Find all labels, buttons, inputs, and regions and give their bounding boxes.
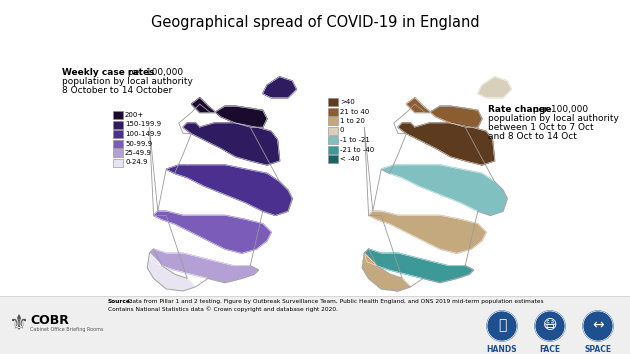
Circle shape (535, 311, 565, 341)
Text: Geographical spread of COVID-19 in England: Geographical spread of COVID-19 in Engla… (151, 15, 479, 30)
Text: between 1 Oct to 7 Oct: between 1 Oct to 7 Oct (488, 123, 593, 132)
Polygon shape (154, 211, 271, 253)
Polygon shape (192, 98, 267, 127)
Text: Source:: Source: (108, 299, 134, 304)
Text: 21 to 40: 21 to 40 (340, 108, 369, 114)
Bar (328, 136, 338, 144)
Text: 25-49.9: 25-49.9 (125, 150, 152, 156)
Bar (0, 296, 630, 354)
Bar (328, 155, 338, 163)
Text: Cabinet Office Briefing Rooms: Cabinet Office Briefing Rooms (30, 327, 103, 332)
Polygon shape (149, 249, 258, 282)
Polygon shape (147, 253, 195, 291)
Text: Rate change: Rate change (488, 105, 552, 114)
Text: 50-99.9: 50-99.9 (125, 141, 152, 147)
Text: per 100,000: per 100,000 (530, 105, 588, 114)
Polygon shape (362, 253, 411, 291)
Text: -21 to -40: -21 to -40 (340, 147, 374, 153)
Polygon shape (406, 98, 482, 127)
Polygon shape (398, 123, 495, 165)
Text: ⚜: ⚜ (8, 314, 28, 334)
Polygon shape (369, 211, 486, 253)
Text: 0: 0 (340, 127, 345, 133)
Bar (328, 108, 338, 115)
Polygon shape (364, 249, 474, 282)
Text: COBR: COBR (30, 314, 69, 326)
Text: ↔: ↔ (592, 318, 604, 332)
Text: SPACE: SPACE (585, 345, 612, 354)
Text: population by local authority: population by local authority (62, 77, 193, 86)
Bar (328, 126, 338, 135)
Bar (113, 149, 123, 157)
Text: 100-149.9: 100-149.9 (125, 131, 161, 137)
Text: FACE: FACE (539, 345, 561, 354)
Polygon shape (166, 165, 292, 215)
Bar (113, 139, 123, 148)
Bar (113, 120, 123, 129)
Text: 1 to 20: 1 to 20 (340, 118, 365, 124)
Polygon shape (183, 123, 280, 165)
Text: 😷: 😷 (543, 318, 558, 332)
Polygon shape (478, 77, 512, 98)
Text: 0-24.9: 0-24.9 (125, 160, 147, 166)
Bar (113, 159, 123, 166)
Circle shape (487, 311, 517, 341)
Bar (328, 98, 338, 106)
Polygon shape (381, 165, 507, 215)
Bar (113, 111, 123, 119)
Text: < -40: < -40 (340, 156, 360, 162)
Text: 8 October to 14 October: 8 October to 14 October (62, 86, 172, 95)
Polygon shape (263, 77, 296, 98)
Bar (328, 145, 338, 154)
Text: and 8 Oct to 14 Oct: and 8 Oct to 14 Oct (488, 132, 577, 141)
Text: Data from Pillar 1 and 2 testing. Figure by Outbreak Surveillance Team, Public H: Data from Pillar 1 and 2 testing. Figure… (125, 299, 543, 304)
Text: 🤲: 🤲 (498, 318, 506, 332)
Text: HANDS: HANDS (487, 345, 517, 354)
Text: 150-199.9: 150-199.9 (125, 121, 161, 127)
Bar (328, 117, 338, 125)
Bar (113, 130, 123, 138)
Text: population by local authority: population by local authority (488, 114, 619, 123)
Circle shape (583, 311, 613, 341)
Text: 200+: 200+ (125, 112, 144, 118)
Text: Contains National Statistics data © Crown copyright and database right 2020.: Contains National Statistics data © Crow… (108, 306, 338, 312)
Text: -1 to -21: -1 to -21 (340, 137, 370, 143)
Text: per 100,000: per 100,000 (125, 68, 183, 77)
Text: >40: >40 (340, 99, 355, 105)
Text: Weekly case rates: Weekly case rates (62, 68, 154, 77)
